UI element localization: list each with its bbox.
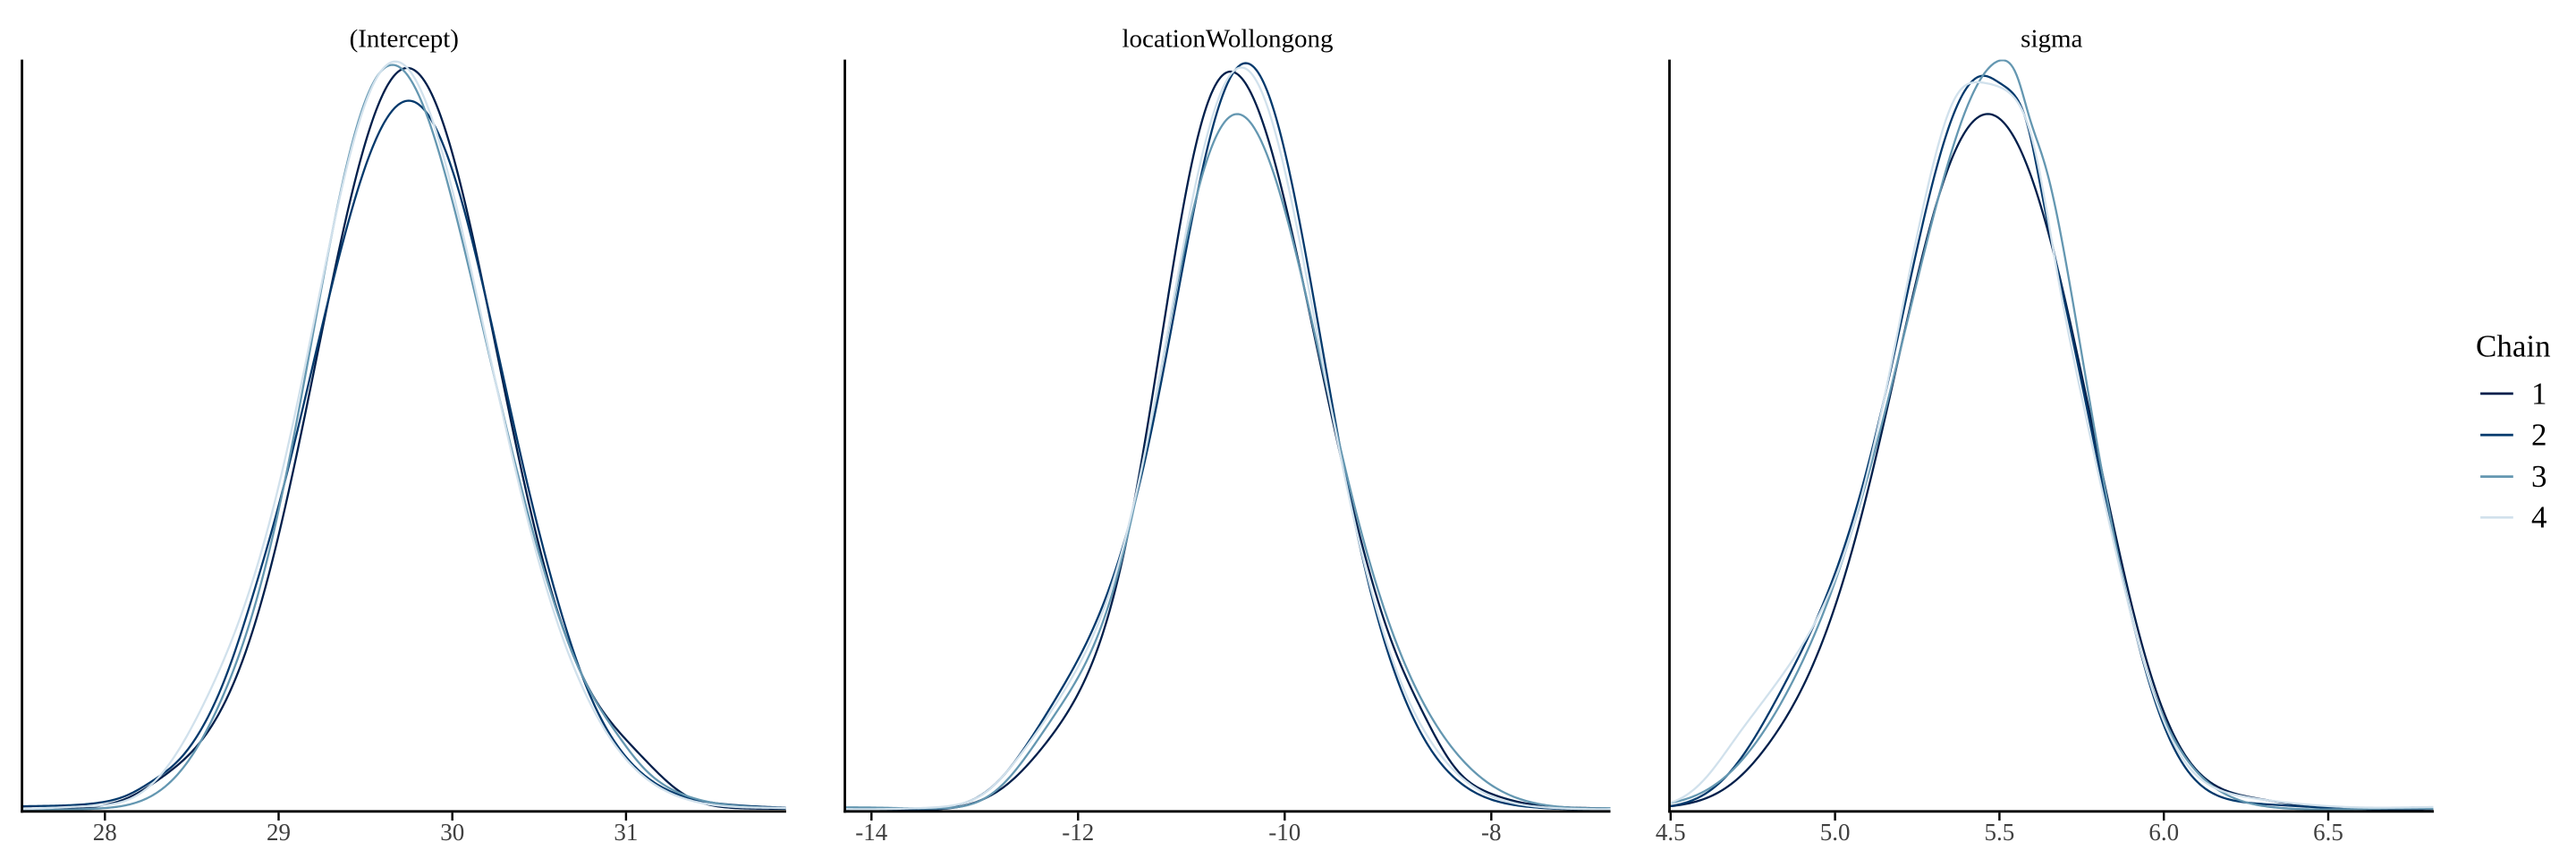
svg-text:3: 3 [2531,459,2547,494]
svg-text:-12: -12 [1062,819,1094,846]
svg-text:Chain: Chain [2476,329,2551,364]
svg-text:29: 29 [267,819,291,846]
svg-text:6.0: 6.0 [2148,819,2179,846]
svg-text:1: 1 [2531,376,2547,411]
svg-text:5.0: 5.0 [1820,819,1851,846]
svg-text:-10: -10 [1268,819,1301,846]
svg-text:locationWollongong: locationWollongong [1122,24,1333,53]
svg-text:sigma: sigma [2021,24,2082,53]
svg-text:-14: -14 [855,819,887,846]
svg-text:4: 4 [2531,500,2547,535]
svg-text:28: 28 [93,819,117,846]
svg-text:30: 30 [440,819,464,846]
svg-text:2: 2 [2531,418,2547,453]
svg-text:5.5: 5.5 [1985,819,2015,846]
svg-text:6.5: 6.5 [2313,819,2343,846]
svg-text:4.5: 4.5 [1656,819,1686,846]
svg-text:-8: -8 [1481,819,1502,846]
svg-text:(Intercept): (Intercept) [350,24,459,53]
svg-text:31: 31 [614,819,638,846]
